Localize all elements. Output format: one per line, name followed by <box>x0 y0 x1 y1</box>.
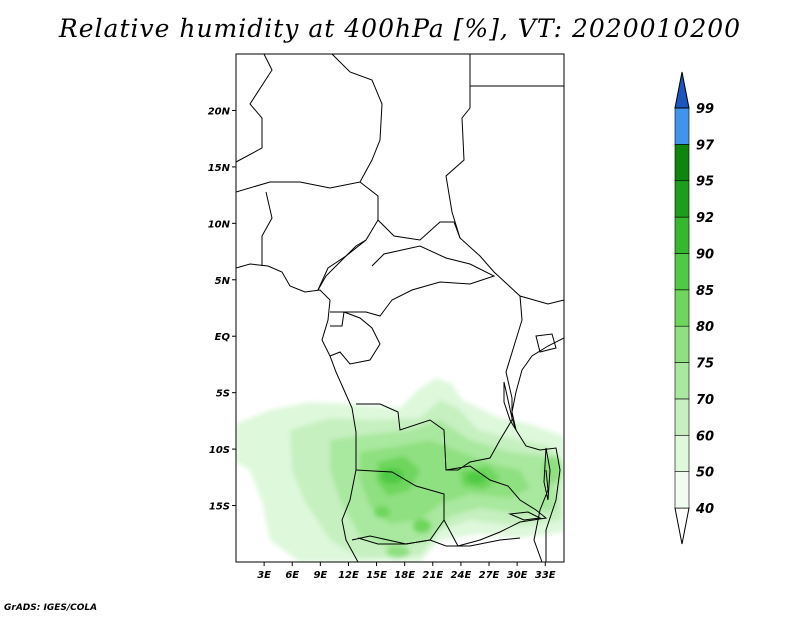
humidity-field <box>236 378 564 562</box>
border-car <box>344 245 496 317</box>
lake-malawi <box>543 447 551 501</box>
map-borders <box>236 54 564 562</box>
colorbar-label: 85 <box>696 284 714 299</box>
colorbar-label: 40 <box>695 502 714 517</box>
border-north-2 <box>331 54 383 183</box>
border-south <box>357 537 521 547</box>
colorbar-label: 92 <box>696 211 714 226</box>
latitude-axis: 20N 15N 10N 5N EQ 5S 10S 15S <box>208 106 236 513</box>
lon-tick-label: 9E <box>313 570 327 581</box>
lon-tick-label: 15E <box>366 570 387 581</box>
colorbar-label: 60 <box>696 429 714 444</box>
humidity-core-4 <box>413 519 431 533</box>
border-zambia <box>443 465 548 547</box>
lat-tick-label: 5N <box>215 276 231 287</box>
lat-tick-label: 20N <box>208 106 231 117</box>
longitude-axis: 3E 6E 9E 12E 15E 18E 21E 24E 27E 30E 33E <box>257 562 556 581</box>
humidity-core-5 <box>386 546 410 558</box>
colorbar-label: 99 <box>696 102 714 117</box>
colorbar-segment <box>674 362 690 400</box>
border-north-1 <box>236 54 273 163</box>
colorbar: 40 50 60 70 75 80 85 90 92 95 97 99 <box>674 71 715 545</box>
grads-credit: GrADS: IGES/COLA <box>4 603 98 613</box>
lat-tick-label: 5S <box>216 389 230 400</box>
colorbar-label: 95 <box>696 175 714 190</box>
colorbar-label: 70 <box>696 393 714 408</box>
humidity-area-85 <box>376 456 500 496</box>
lon-tick-label: 3E <box>257 570 271 581</box>
colorbar-bottom-arrow <box>674 507 690 545</box>
border-gabon <box>330 311 345 327</box>
lon-tick-label: 33E <box>535 570 556 581</box>
lake-victoria <box>535 333 557 353</box>
humidity-core-3 <box>374 506 390 518</box>
colorbar-segment <box>674 216 690 254</box>
colorbar-segment <box>674 398 690 436</box>
colorbar-segment <box>674 253 690 291</box>
colorbar-segment <box>674 144 690 182</box>
border-nigeria <box>261 191 273 266</box>
colorbar-label: 97 <box>696 138 715 153</box>
colorbar-label: 80 <box>696 320 714 335</box>
colorbar-segment <box>674 289 690 327</box>
lon-tick-label: 21E <box>422 570 443 581</box>
border-congo <box>329 311 381 365</box>
plot-frame <box>235 53 565 563</box>
lat-tick-label: 10S <box>209 445 230 456</box>
page-title: Relative humidity at 400hPa [%], VT: 202… <box>58 14 742 43</box>
colorbar-segment <box>674 107 690 145</box>
border-drc-east <box>356 295 523 471</box>
lat-tick-label: EQ <box>215 332 231 343</box>
border-sahel <box>236 181 379 291</box>
lon-tick-label: 24E <box>451 570 472 581</box>
colorbar-label: 75 <box>696 357 714 372</box>
lake-tanganyika <box>503 381 517 431</box>
colorbar-label: 50 <box>696 466 714 481</box>
lat-tick-label: 15N <box>208 163 231 174</box>
colorbar-segment <box>674 325 690 363</box>
border-mozambique <box>533 469 549 562</box>
lon-tick-label: 27E <box>479 570 500 581</box>
colorbar-top-arrow <box>674 71 690 109</box>
colorbar-segment <box>674 434 690 472</box>
east-coastline <box>511 337 564 562</box>
colorbar-segment <box>674 471 690 509</box>
colorbar-segment <box>674 180 690 218</box>
border-north-3 <box>445 54 471 239</box>
lon-tick-label: 30E <box>507 570 528 581</box>
lat-tick-label: 10N <box>208 219 231 230</box>
colorbar-label: 90 <box>696 247 714 262</box>
lon-tick-label: 18E <box>394 570 415 581</box>
humidity-core-1 <box>380 468 404 484</box>
lon-tick-label: 12E <box>338 570 359 581</box>
border-chad <box>377 219 564 305</box>
humidity-core-2 <box>466 472 486 484</box>
coastline <box>236 263 359 562</box>
lake-kariba <box>508 511 542 521</box>
lon-tick-label: 6E <box>285 570 299 581</box>
border-cameroon <box>317 239 367 291</box>
lat-tick-label: 15S <box>209 502 230 513</box>
